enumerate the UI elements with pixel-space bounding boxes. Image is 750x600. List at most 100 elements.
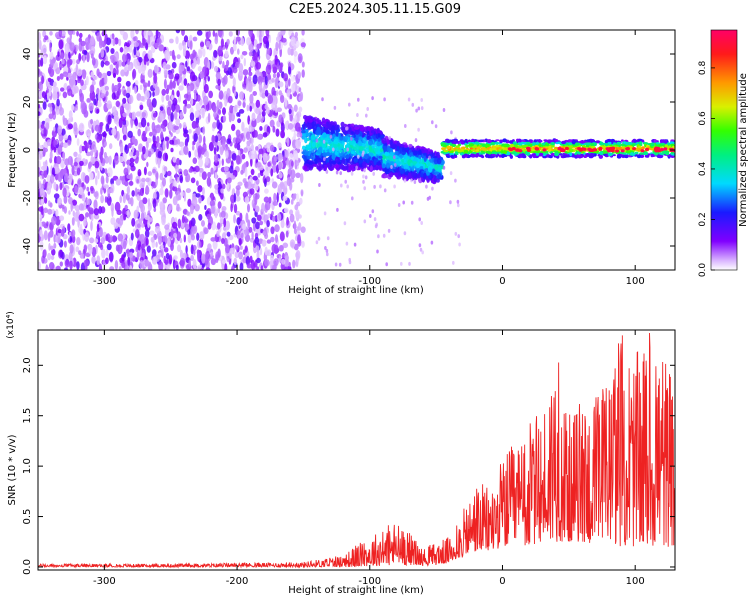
spectrogram-cell xyxy=(44,35,49,41)
spectrogram-cell xyxy=(417,106,421,111)
spectrogram-cell xyxy=(49,245,54,251)
spectrogram-cell xyxy=(249,105,252,112)
spectrogram-cell xyxy=(293,220,297,231)
spectrogram-cell xyxy=(199,241,202,248)
spectrogram-cell xyxy=(212,239,218,250)
spectrogram-cell xyxy=(603,153,607,156)
spectrogram-cell xyxy=(222,107,226,115)
spectrogram-cell xyxy=(93,208,100,216)
spectrogram-cell xyxy=(59,102,62,112)
spectrogram-cell xyxy=(134,85,137,94)
spectrogram-cell xyxy=(233,192,237,203)
spectrogram-cell xyxy=(81,69,87,77)
spectrogram-cell xyxy=(145,184,149,195)
spectrogram-cell xyxy=(162,120,167,126)
spectrogram-cell xyxy=(166,139,169,150)
spectrogram-cell xyxy=(96,255,101,266)
spectrogram-cell xyxy=(98,38,103,49)
spectrogram-cell xyxy=(90,118,94,125)
spectrogram-cell xyxy=(79,160,84,166)
spectrogram-cell xyxy=(217,134,221,141)
spectrogram-cell xyxy=(218,55,223,62)
spectrogram-cell xyxy=(291,83,296,94)
spectrogram-cell xyxy=(411,102,415,107)
spectrogram-cell xyxy=(62,187,67,198)
spectrogram-cell xyxy=(57,228,62,234)
spectrogram-cell xyxy=(191,196,198,207)
spectrogram-cell xyxy=(509,155,513,159)
spectrogram-cell xyxy=(248,226,253,233)
spectrogram-cell xyxy=(282,242,289,249)
spectrogram-cell xyxy=(185,60,188,68)
spectrogram-cell xyxy=(256,133,263,140)
spectrogram-cell xyxy=(277,142,282,149)
spectrogram-cell xyxy=(168,121,173,132)
spectrogram-cell xyxy=(43,170,48,179)
spectrogram-cell xyxy=(49,202,53,208)
spectrogram-cell xyxy=(287,123,294,130)
spectrogram-cell xyxy=(51,216,57,226)
spectrogram-cell xyxy=(245,255,251,266)
spectrogram-cell xyxy=(238,253,243,259)
spectrogram-cell xyxy=(224,50,229,58)
spectrogram-cell xyxy=(318,119,322,125)
spectrogram-cell xyxy=(287,47,292,56)
spectrogram-cell xyxy=(127,130,133,138)
spectrogram-cell xyxy=(293,54,297,64)
spectrogram-cell xyxy=(89,150,94,157)
spectrogram-cell xyxy=(431,120,434,125)
spectrogram-cell xyxy=(326,252,329,257)
spectrogram-cell xyxy=(190,244,194,255)
spectrogram-cell xyxy=(175,172,178,182)
spectrogram-cell xyxy=(255,99,261,108)
spectrogram-cell xyxy=(404,124,407,128)
spectrogram-cell xyxy=(262,230,267,236)
spectrogram-cell xyxy=(295,250,301,260)
spectrogram-cell xyxy=(177,218,182,229)
spectrogram-cell xyxy=(133,36,136,42)
spectrogram-cell xyxy=(235,210,241,216)
spectrogram-cell xyxy=(280,219,285,229)
spectrogram-cell xyxy=(141,112,147,118)
spectrogram-cell xyxy=(55,109,60,116)
spectrogram-cell xyxy=(118,156,124,163)
spectrogram-cell xyxy=(281,258,286,265)
spectrogram-cell xyxy=(62,115,65,123)
spectrogram-cell xyxy=(146,161,149,168)
spectrogram-cell xyxy=(192,36,198,42)
spectrogram-cell xyxy=(128,180,134,186)
spectrogram-cell xyxy=(104,36,107,45)
spectrogram-cell xyxy=(186,133,190,143)
spectrogram-cell xyxy=(135,229,140,239)
spectrogram-cell xyxy=(234,143,238,149)
spectrogram-cell xyxy=(62,204,65,210)
spectrogram-cell xyxy=(255,146,259,151)
spectrogram-cell xyxy=(183,129,189,134)
spectrogram-cell xyxy=(129,157,135,163)
spectrogram-cell xyxy=(461,146,466,149)
spectrogram-cell xyxy=(214,65,219,72)
spectrogram-cell xyxy=(126,248,130,258)
spectrogram-cell xyxy=(304,117,308,124)
spectrogram-cell xyxy=(68,251,73,261)
spectrogram-cell xyxy=(40,57,44,67)
spectrogram-cell xyxy=(252,91,257,96)
spectrogram-cell xyxy=(58,30,62,38)
spectrogram-cell xyxy=(242,223,247,231)
spectrogram-cell xyxy=(67,88,73,96)
spectrogram-cell xyxy=(366,158,370,164)
spectrogram-cell xyxy=(670,139,675,142)
spectrogram-cell xyxy=(148,131,153,137)
spectrogram-cell xyxy=(101,72,108,79)
spectrogram-cell xyxy=(373,158,377,166)
spectrogram-cell xyxy=(423,152,427,156)
spectrogram-cell xyxy=(198,167,204,173)
spectrogram-cell xyxy=(77,218,80,228)
spectrogram-cell xyxy=(294,204,299,211)
spectrogram-cell xyxy=(323,133,328,138)
spectrogram-cell xyxy=(264,200,271,211)
spectrogram-cell xyxy=(100,187,103,195)
spectrogram-cell xyxy=(147,35,151,45)
spectrogram-cell xyxy=(264,178,267,187)
spectrogram-cell xyxy=(366,107,370,111)
